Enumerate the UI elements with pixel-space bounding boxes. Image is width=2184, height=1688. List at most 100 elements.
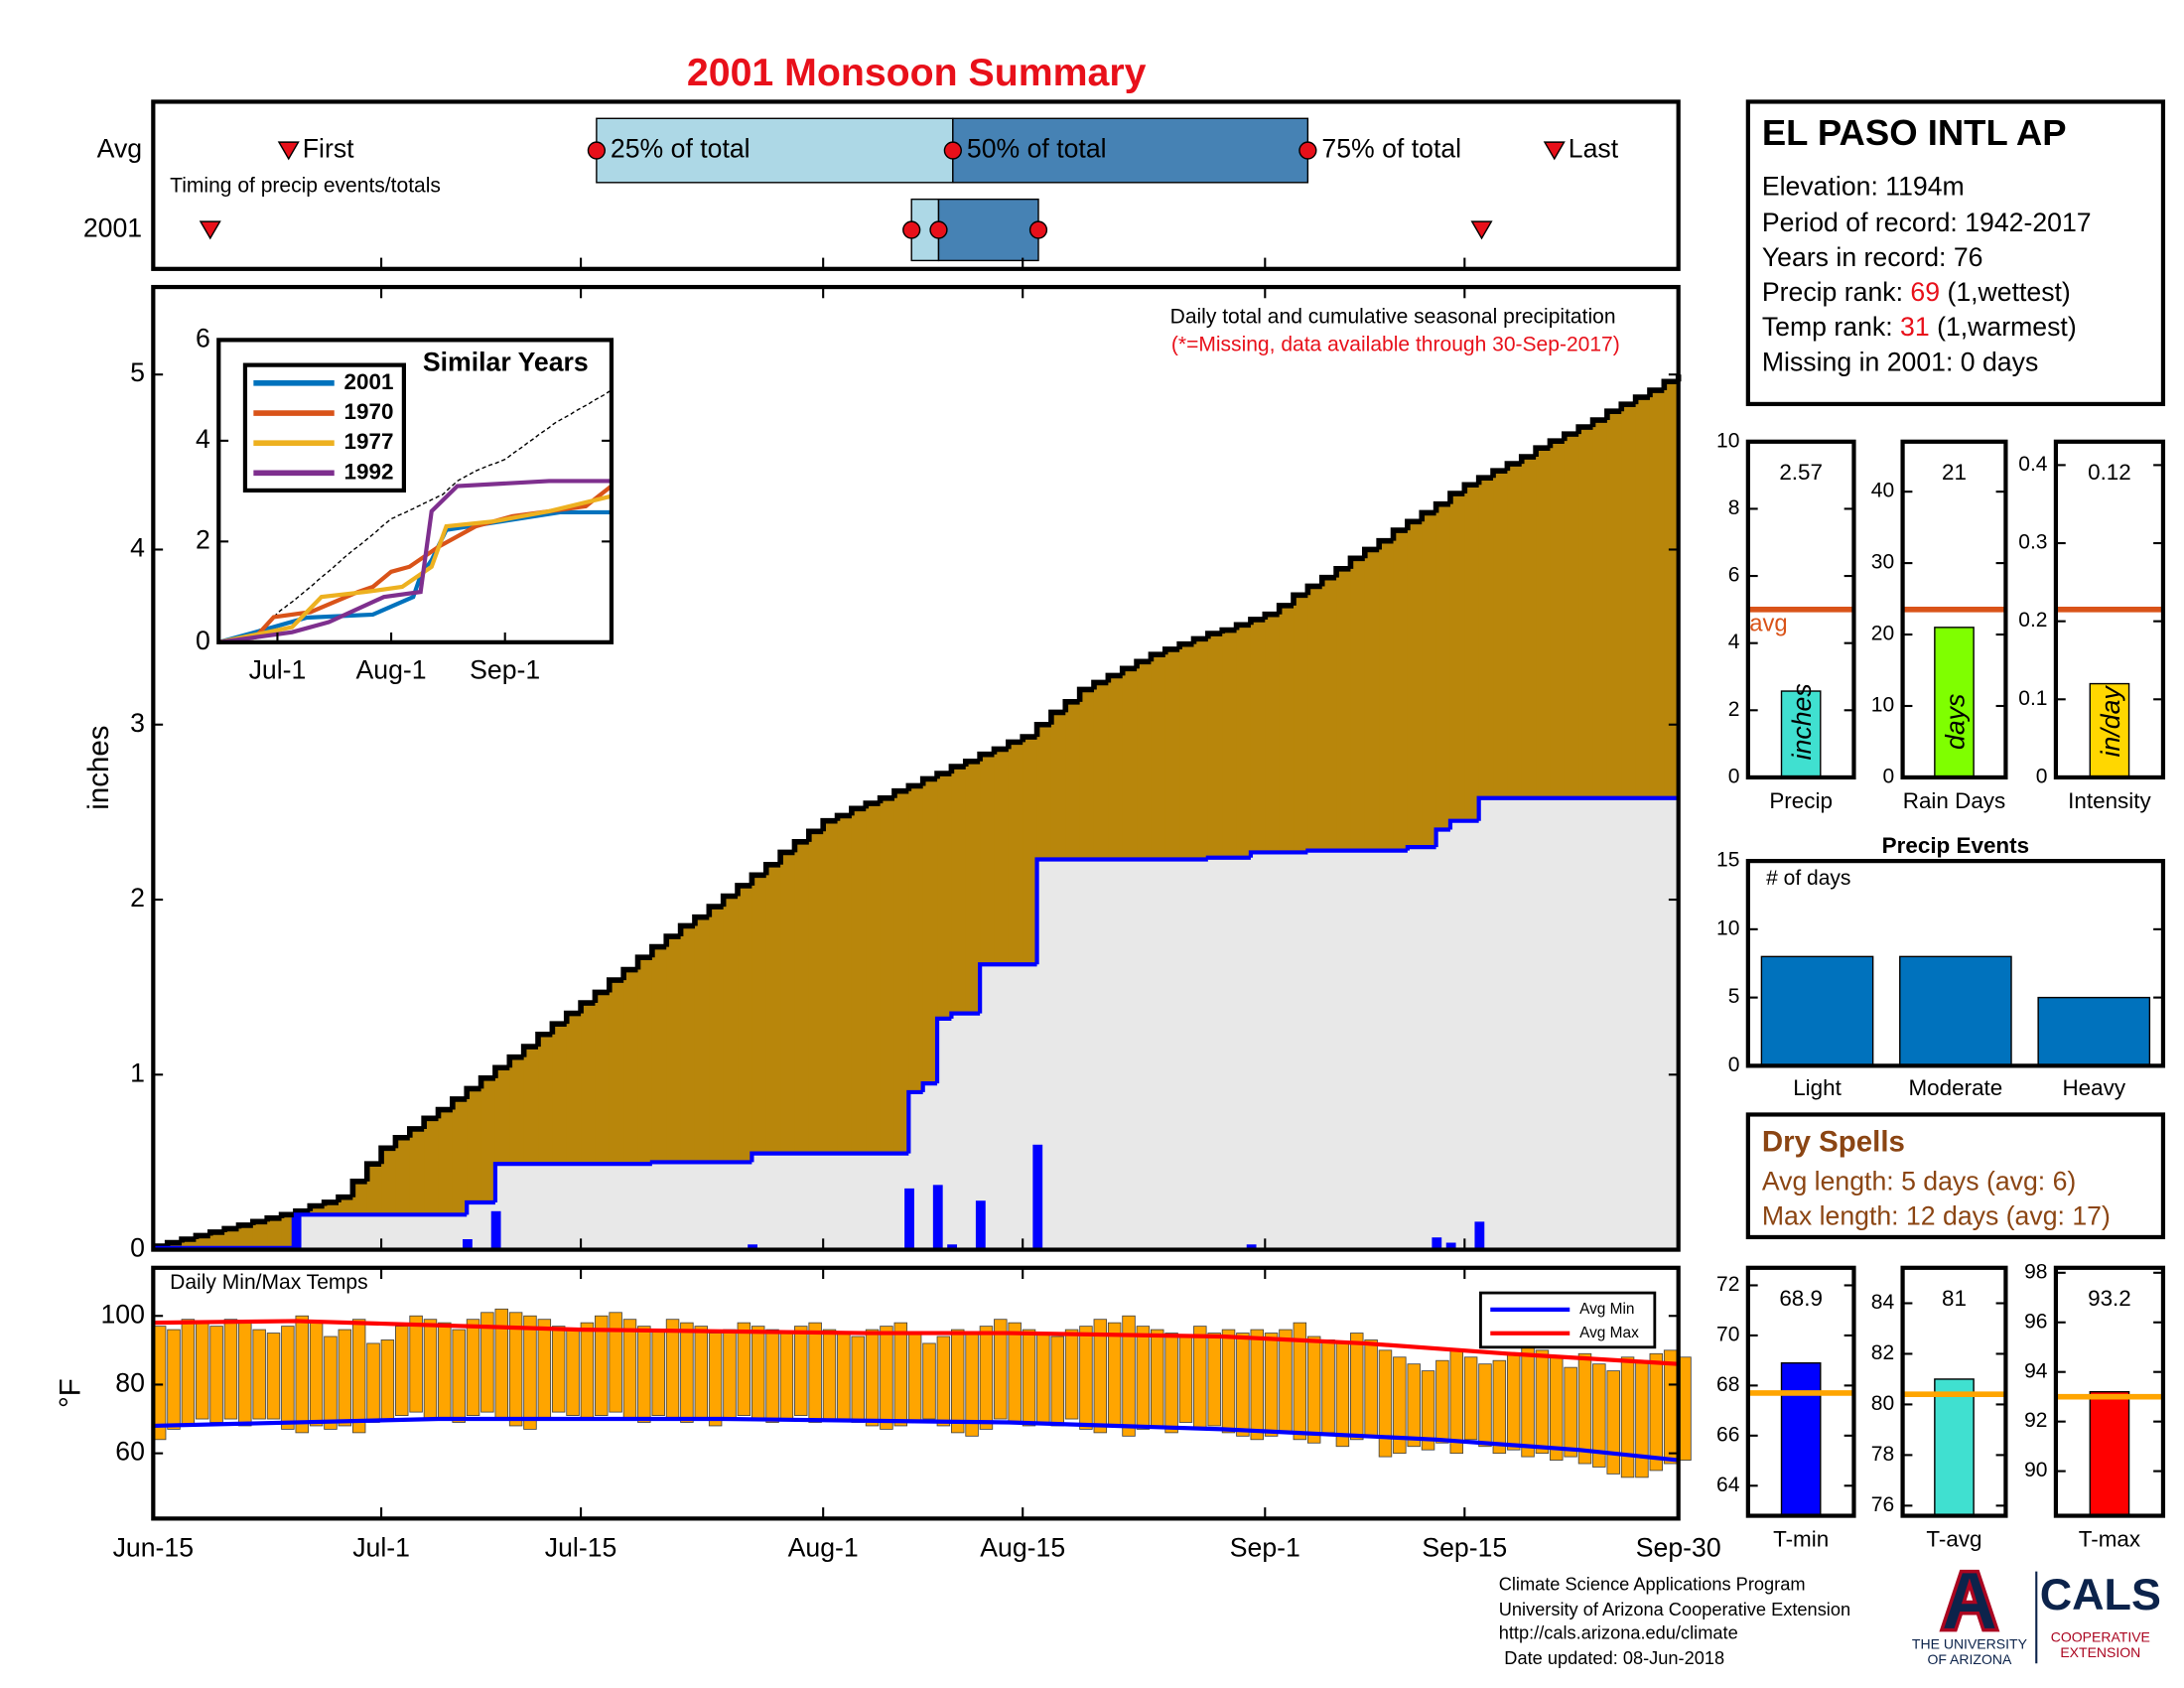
annotation: Timing of precip events/totals [170,175,441,198]
station-line: Years in record: 76 [1762,242,1983,272]
cumulative-step [920,1081,938,1092]
y-tick-label: 20 [1871,623,1894,645]
plot-frame [1745,439,1856,780]
dry-spells-title: Dry Spells [1762,1126,1905,1159]
inset-title: Similar Years [423,347,589,376]
cumulative-step [563,1010,582,1025]
cumulative-step [1161,646,1180,655]
cumulative-step [1233,622,1251,631]
temp-range-bar [1577,1352,1592,1465]
cumulative-step [677,922,695,937]
daily-bar [932,1185,943,1250]
cumulative-step [1091,679,1109,690]
temp-range-bar [1107,1322,1122,1427]
legend-box [1479,1291,1657,1349]
temp-range-bar [622,1319,637,1420]
y-tick-label: 0.4 [2018,453,2048,476]
legend-label: Avg Max [1579,1325,1639,1341]
cumulative-step [919,775,938,786]
cumulative-step [991,746,1009,755]
temp-range-bar [837,1333,851,1420]
cumulative-step [1034,857,1208,965]
quantile-dot [587,141,607,160]
station-line: Missing in 2001: 0 days [1762,347,2038,376]
cumulative-area [651,1162,753,1250]
y-tick-label: 8 [1728,496,1740,519]
dry-spells-line: Max length: 12 days (avg: 17) [1762,1200,2111,1230]
temp-range-bar [480,1312,494,1413]
annotation: # of days [1766,867,1850,890]
station-line: Elevation: 1194m [1762,171,1965,201]
logo-cals: CALS [2040,1569,2161,1619]
cumulative-step [649,943,667,958]
daily-bar [975,1200,986,1250]
temp-range-bar [395,1326,409,1416]
y-tick-label: 94 [2024,1359,2048,1382]
cumulative-step [1518,454,1537,465]
cumulative-step [206,1229,225,1236]
rank-value: 31 [1900,312,1930,342]
daily-bar [947,1244,958,1250]
temp-range-bar [637,1326,651,1423]
dry-spells-box: Dry Spells Avg length: 5 days (avg: 6) M… [1745,1112,2166,1240]
y-tick-label: 100 [100,1299,144,1329]
timing-label: 50% of total [967,134,1107,164]
cumulative-area [1407,847,1437,1250]
y-tick-label: 82 [1871,1341,1894,1364]
bar [1760,955,1874,1067]
quantile-dot [1028,220,1048,239]
y-tick-label: 4 [130,533,145,563]
temp-range-bar [1093,1319,1108,1434]
temp-range-bar [1492,1359,1507,1455]
cumulative-step [806,828,824,842]
cumulative-step [949,1011,981,1019]
temp-range-bar [737,1322,751,1416]
cumulative-step [1205,855,1251,860]
temp-range-bar [950,1329,965,1434]
temp-range-bar [1050,1336,1064,1427]
temp-range-bar [324,1336,338,1430]
temp-range-bar [1421,1370,1435,1451]
temp-range-bar [1122,1315,1136,1437]
cumulative-area [1250,852,1309,1250]
temp-range-bar [765,1329,779,1423]
cumulative-area [1207,857,1252,1250]
y-tick-label: 2 [130,883,145,913]
cumulative-step [1305,848,1408,853]
cumulative-step [1575,424,1593,435]
timing-span [596,117,954,184]
temp-range-bar [1535,1349,1550,1455]
legend-label: 1992 [344,459,394,484]
rank-label: Temp rank: [1762,312,1900,342]
temp-range-bar [1064,1329,1079,1420]
y-tick-label: 70 [1716,1323,1739,1345]
temp-range-bar [595,1315,609,1416]
daily-bar [904,1188,914,1250]
average-line [153,1319,1679,1366]
cumulative-step [278,1211,296,1218]
temp-range-bar [295,1315,309,1434]
cumulative-step [221,1225,239,1232]
y-tick-label: 92 [2024,1409,2047,1432]
temp-range-bar [893,1322,908,1427]
plot-frame [1900,1265,2008,1518]
cumulative-step [1062,699,1080,713]
cumulative-step [450,1096,468,1110]
cumulative-step [378,1145,396,1165]
temp-range-bar [1407,1363,1421,1448]
cumulative-step [1419,509,1436,522]
cumulative-step [1562,431,1579,442]
cumulative-step [363,1161,382,1182]
x-tick-label: Aug-1 [788,1532,859,1562]
y-tick-label: 6 [196,323,210,352]
value-bar [2089,682,2130,778]
temp-range-bar [1079,1326,1093,1430]
cumulative-step [307,1202,325,1211]
temp-range-bar [1378,1349,1393,1458]
cumulative-step [1304,583,1322,596]
cumulative-step [336,1194,353,1202]
value-bar [2089,1390,2130,1517]
y-tick-label: 68 [1716,1373,1739,1396]
temp-range-bar [1550,1356,1564,1461]
y-tick-label: 6 [1728,564,1740,587]
